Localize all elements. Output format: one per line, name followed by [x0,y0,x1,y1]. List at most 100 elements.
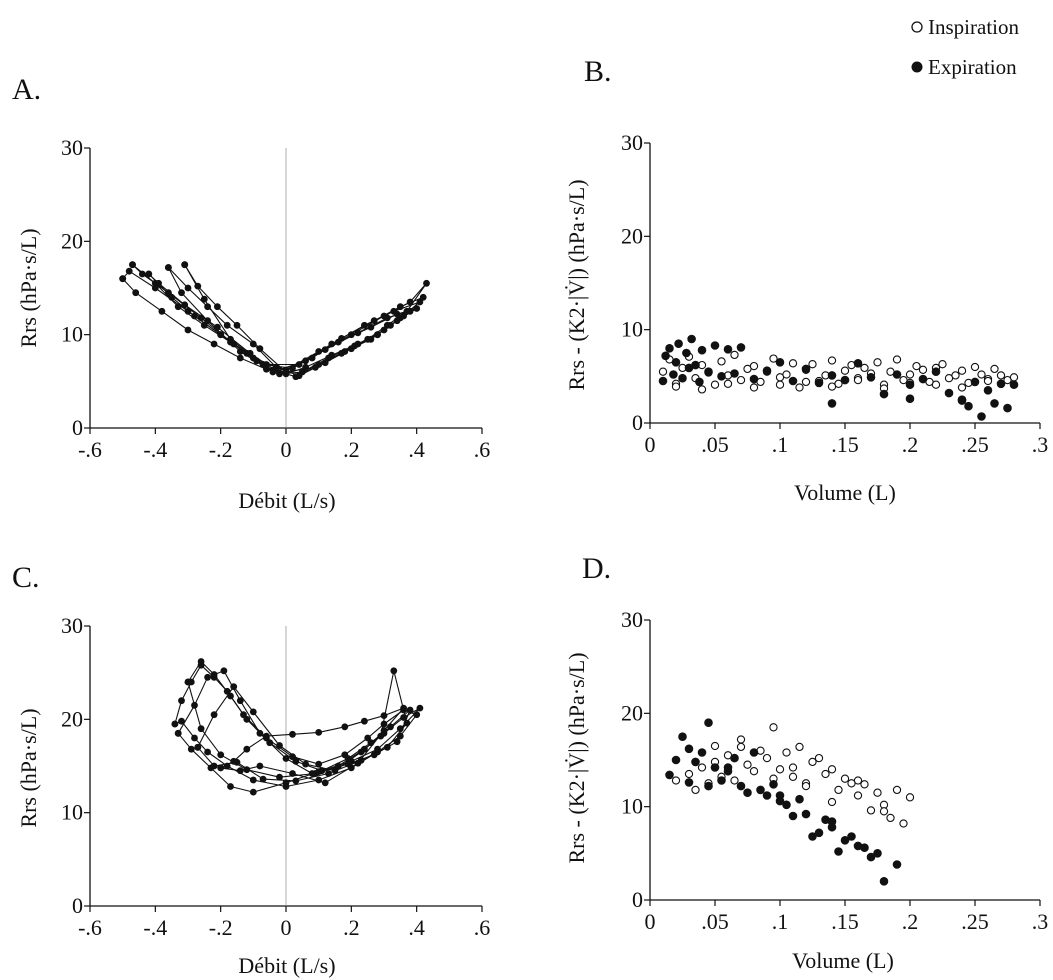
panel-c-series-3-point [315,768,323,775]
panel-a-series-1-point [184,326,192,334]
panel-a-series-1-point [132,289,140,297]
panel-d-expiration-point [769,779,778,789]
panel-b-inspiration-point [697,385,707,394]
panel-b-xtick-label: .2 [902,432,919,457]
panel-c-series-5-point [289,770,296,777]
panel-d-expiration-point [684,744,694,754]
panel-d-inspiration-point [827,765,837,774]
panel-a-xtick-label: 0 [281,437,292,462]
panel-b-inspiration-point [931,380,941,389]
panel-d-inspiration-point [821,769,830,779]
panel-d-expiration-point [782,800,791,810]
panel-b-expiration-point [827,399,837,408]
panel-a-series-1-point [119,275,127,283]
panel-b-expiration-point [892,370,902,379]
panel-c-series-3-point [282,779,290,787]
panel-a-series-5-point [383,314,391,322]
panel-d-expiration-point [717,776,726,785]
panel-a-xlabel: Débit (L/s) [238,488,335,513]
panel-c-series-3-point [191,701,198,709]
panel-c-series-4-point [357,748,365,756]
panel-a: A. 0 10 20 30 -.6 -.4 -.2 0 .2 .4 .6 Débit (L/s) R… [12,73,490,513]
panel-d-inspiration-point [795,742,804,752]
panel-d-inspiration-point [814,753,824,763]
panel-c-series-4-point [292,777,300,785]
panel-b-inspiration-point [717,357,726,366]
panel-c-series-2-point [406,706,414,714]
panel-d-inspiration-point [730,776,739,785]
panel-a-series-3-point [181,301,189,309]
panel-c-series-4-point [210,762,218,770]
panel-d-ylabel: Rrs - (K2·|V̇|) (hPa·s/L) [564,652,589,863]
panel-a-series-5-point [200,295,208,303]
panel-d-inspiration-point [866,806,876,815]
legend-expiration-marker [911,61,923,73]
panel-c-xtick-label: -.6 [78,915,102,940]
panel-d-inspiration-point [905,793,915,802]
panel-c-series-4-point [383,743,391,751]
panel-a-series-3-point [419,293,427,301]
panel-d-inspiration-point [860,780,869,789]
panel-a-series-1-point [158,307,166,315]
panel-d-ytick-label: 0 [632,887,643,912]
panel-b-expiration-point [678,373,687,383]
legend-inspiration-marker [911,21,923,33]
panel-b: B. 0 10 20 30 0 .05 .1 .15 .2 .25 .3 Volume (L) Rr… [564,55,1048,505]
panel-d-expiration-point [860,843,869,853]
panel-d-expiration-point [678,732,687,742]
panel-d-inspiration-point [775,765,785,774]
panel-a-series-5-point [227,335,234,343]
panel-a-xtick-label: -.6 [78,437,102,462]
panel-d-xtick-label: .1 [772,909,789,934]
panel-a-xtick-label: -.4 [143,437,167,462]
panel-d-expiration-point [866,852,876,862]
panel-d-expiration-point [847,832,856,841]
panel-d-expiration-point [801,809,811,819]
panel-d-expiration-point [834,847,843,856]
panel-b-expiration-point [970,377,980,387]
panel-b-expiration-point [691,360,700,370]
panel-b-inspiration-point [749,361,759,371]
panel-b-expiration-point [853,358,863,368]
panel-b-inspiration-point [977,370,986,379]
panel-c-series-5-point [380,712,388,719]
panel-b-expiration-point [762,366,772,376]
panel-b-expiration-point [671,357,681,367]
panel-a-series-3-point [217,331,225,339]
panel-b-expiration-point [879,389,889,399]
panel-d-xtick-label: .25 [961,909,989,934]
panel-a-series-1-point [125,267,133,275]
panel-c-series-5-point [400,704,407,712]
panel-b-inspiration-point [860,363,869,373]
panel-b-inspiration-point [957,366,967,375]
panel-b-inspiration-point [996,371,1006,380]
panel-c-series-3-point [396,725,404,733]
panel-b-inspiration-point [905,370,915,379]
panel-c-xtick-label: .6 [474,915,491,940]
panel-c-series-1-point [204,748,212,756]
panel-a-series-4-point [178,289,185,297]
panel-b-expiration-point [983,385,993,395]
panel-b-expiration-point [905,394,915,404]
panel-c-xtick-label: 0 [281,915,292,940]
panel-d-expiration-point [736,781,746,791]
panel-a-series-1-point [236,354,244,362]
panel-d-letter: D. [582,552,611,585]
panel-b-inspiration-point [671,382,681,391]
panel-c-series-3-point [227,783,234,790]
panel-b-expiration-point [669,370,678,379]
panel-c-xtick-label: .2 [343,915,360,940]
panel-b-expiration-point [661,351,670,361]
panel-d-inspiration-point [853,776,863,785]
panel-b-inspiration-point [840,366,850,375]
panel-a-series-5-point [403,307,411,315]
panel-a-series-5-point [289,364,296,372]
panel-c-series-5-point [243,745,251,753]
panel-b-xtick-label: 0 [645,432,656,457]
panel-b-plot: 0 10 20 30 0 .05 .1 .15 .2 .25 .3 [621,130,1048,457]
panel-b-expiration-point [996,379,1006,389]
panel-a-series-5-point [181,261,189,269]
panel-c-series-3-point [282,755,290,762]
panel-c-series-4-point [210,711,218,719]
panel-b-inspiration-point [769,354,778,363]
